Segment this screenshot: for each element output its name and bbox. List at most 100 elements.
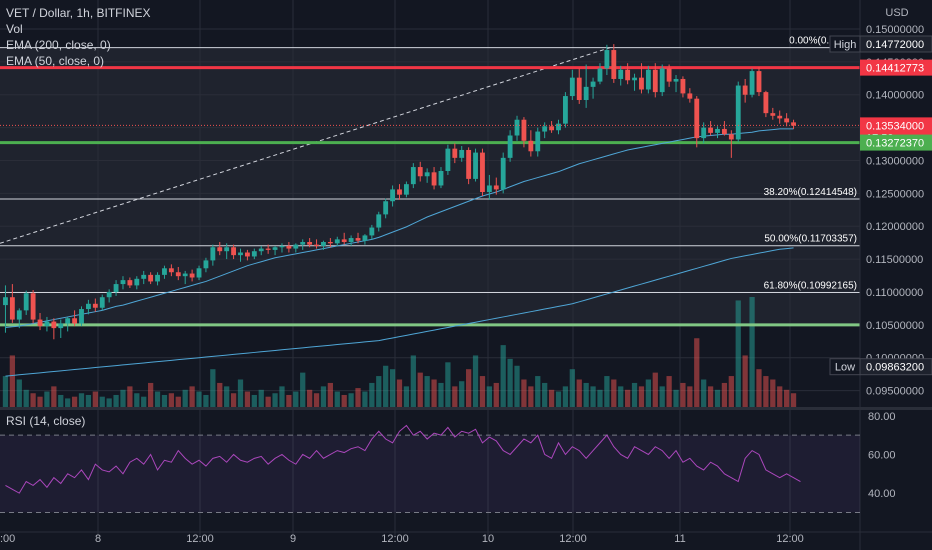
candle-body: [749, 71, 755, 95]
price-axis-tick: 0.14000000: [866, 90, 924, 102]
candle-body: [334, 239, 340, 244]
volume-bar: [106, 398, 112, 407]
volume-bar: [631, 382, 638, 407]
candle-body: [728, 134, 734, 140]
volume-bar: [30, 393, 36, 407]
candle-body: [480, 152, 485, 193]
candle-body: [590, 81, 596, 87]
time-axis-tick-edge: :00: [0, 533, 15, 545]
candle-body: [244, 252, 250, 257]
volume-bar: [618, 386, 624, 407]
price-badge-value: 0.13272370: [866, 138, 924, 150]
candle-body: [666, 68, 672, 82]
candle-body: [196, 268, 202, 278]
candle-body: [424, 172, 430, 177]
candle-body: [327, 241, 333, 244]
candle-body: [680, 78, 686, 94]
volume-bar: [687, 386, 693, 407]
volume-bar: [148, 382, 154, 407]
price-axis-tick: 0.11000000: [866, 287, 923, 299]
volume-bar: [604, 376, 610, 407]
candle-body: [514, 119, 520, 136]
volume-bar: [562, 386, 569, 407]
volume-bar: [355, 388, 361, 407]
volume-bar: [728, 376, 734, 407]
volume-bar: [770, 379, 776, 407]
candle-body: [694, 98, 700, 139]
rsi-line: [5, 424, 801, 494]
volume-bar: [597, 389, 603, 407]
candle-body: [466, 149, 472, 179]
candle-body: [417, 167, 423, 177]
fib-level-label: 38.20%(0.12414548): [764, 187, 857, 198]
price-badge-value: 0.13534000: [866, 120, 924, 132]
candle-body: [376, 214, 382, 228]
candle-body: [369, 227, 375, 236]
volume-bar: [189, 386, 195, 407]
candle-body: [3, 297, 8, 306]
candle-body: [528, 140, 534, 152]
candle-body: [452, 148, 458, 158]
volume-bar: [472, 355, 479, 407]
candle-body: [777, 115, 783, 119]
volume-bar: [251, 394, 257, 407]
candle-body: [542, 126, 548, 132]
volume-bar: [652, 372, 658, 407]
candle-body: [597, 68, 603, 82]
volume-bar: [784, 389, 790, 407]
volume-bar: [113, 394, 119, 407]
volume-bar: [175, 396, 181, 407]
volume-bar: [555, 391, 562, 407]
volume-bar: [735, 300, 741, 407]
volume-bar: [500, 345, 506, 407]
candle-body: [486, 185, 492, 193]
axis-bg: [860, 0, 932, 550]
candle-body: [535, 131, 541, 152]
candle-body: [659, 68, 665, 93]
volume-bar: [65, 398, 71, 407]
candle-body: [134, 278, 140, 286]
volume-bar: [417, 372, 423, 407]
price-axis-tick: 0.10500000: [866, 320, 924, 332]
volume-bar: [2, 376, 9, 407]
rsi-pane-bg: [0, 410, 860, 526]
candle-body: [341, 239, 347, 242]
volume-bar: [99, 396, 105, 407]
candle-body: [791, 122, 796, 126]
candle-body: [397, 189, 402, 195]
volume-bar: [396, 379, 403, 407]
price-axis-unit: USD: [885, 7, 908, 19]
volume-bar: [514, 365, 520, 407]
volume-bar: [376, 376, 382, 407]
volume-bar: [666, 376, 672, 407]
volume-bar: [85, 394, 92, 407]
volume-bar: [790, 393, 797, 407]
volume-bar: [244, 391, 251, 407]
volume-bar: [51, 386, 57, 407]
volume-bar: [134, 393, 140, 407]
time-axis-tick: 11: [674, 533, 685, 545]
candle-body: [182, 273, 188, 277]
price-axis-tick: 0.15000000: [866, 24, 924, 36]
volume-bar: [714, 389, 721, 407]
ema200-label[interactable]: EMA (200, close, 0): [6, 38, 111, 52]
candle-body: [85, 303, 91, 310]
volume-bar: [673, 389, 679, 407]
volume-label[interactable]: Vol: [6, 22, 23, 36]
volume-bar: [161, 394, 168, 407]
candle-body: [141, 274, 147, 279]
candle-body: [569, 77, 575, 97]
candle-body: [549, 126, 555, 131]
candle-body: [583, 86, 589, 101]
candle-body: [321, 241, 326, 246]
time-axis-tick: 12:00: [186, 533, 214, 545]
symbol-title[interactable]: VET / Dollar, 1h, BITFINEX: [6, 6, 151, 20]
candle-body: [30, 293, 36, 320]
candle-body: [355, 238, 361, 241]
ema50-label[interactable]: EMA (50, close, 0): [6, 54, 105, 68]
volume-bar: [701, 379, 707, 407]
rsi-label[interactable]: RSI (14, close): [6, 414, 86, 428]
volume-bar: [459, 381, 465, 407]
volume-bar: [493, 382, 499, 407]
